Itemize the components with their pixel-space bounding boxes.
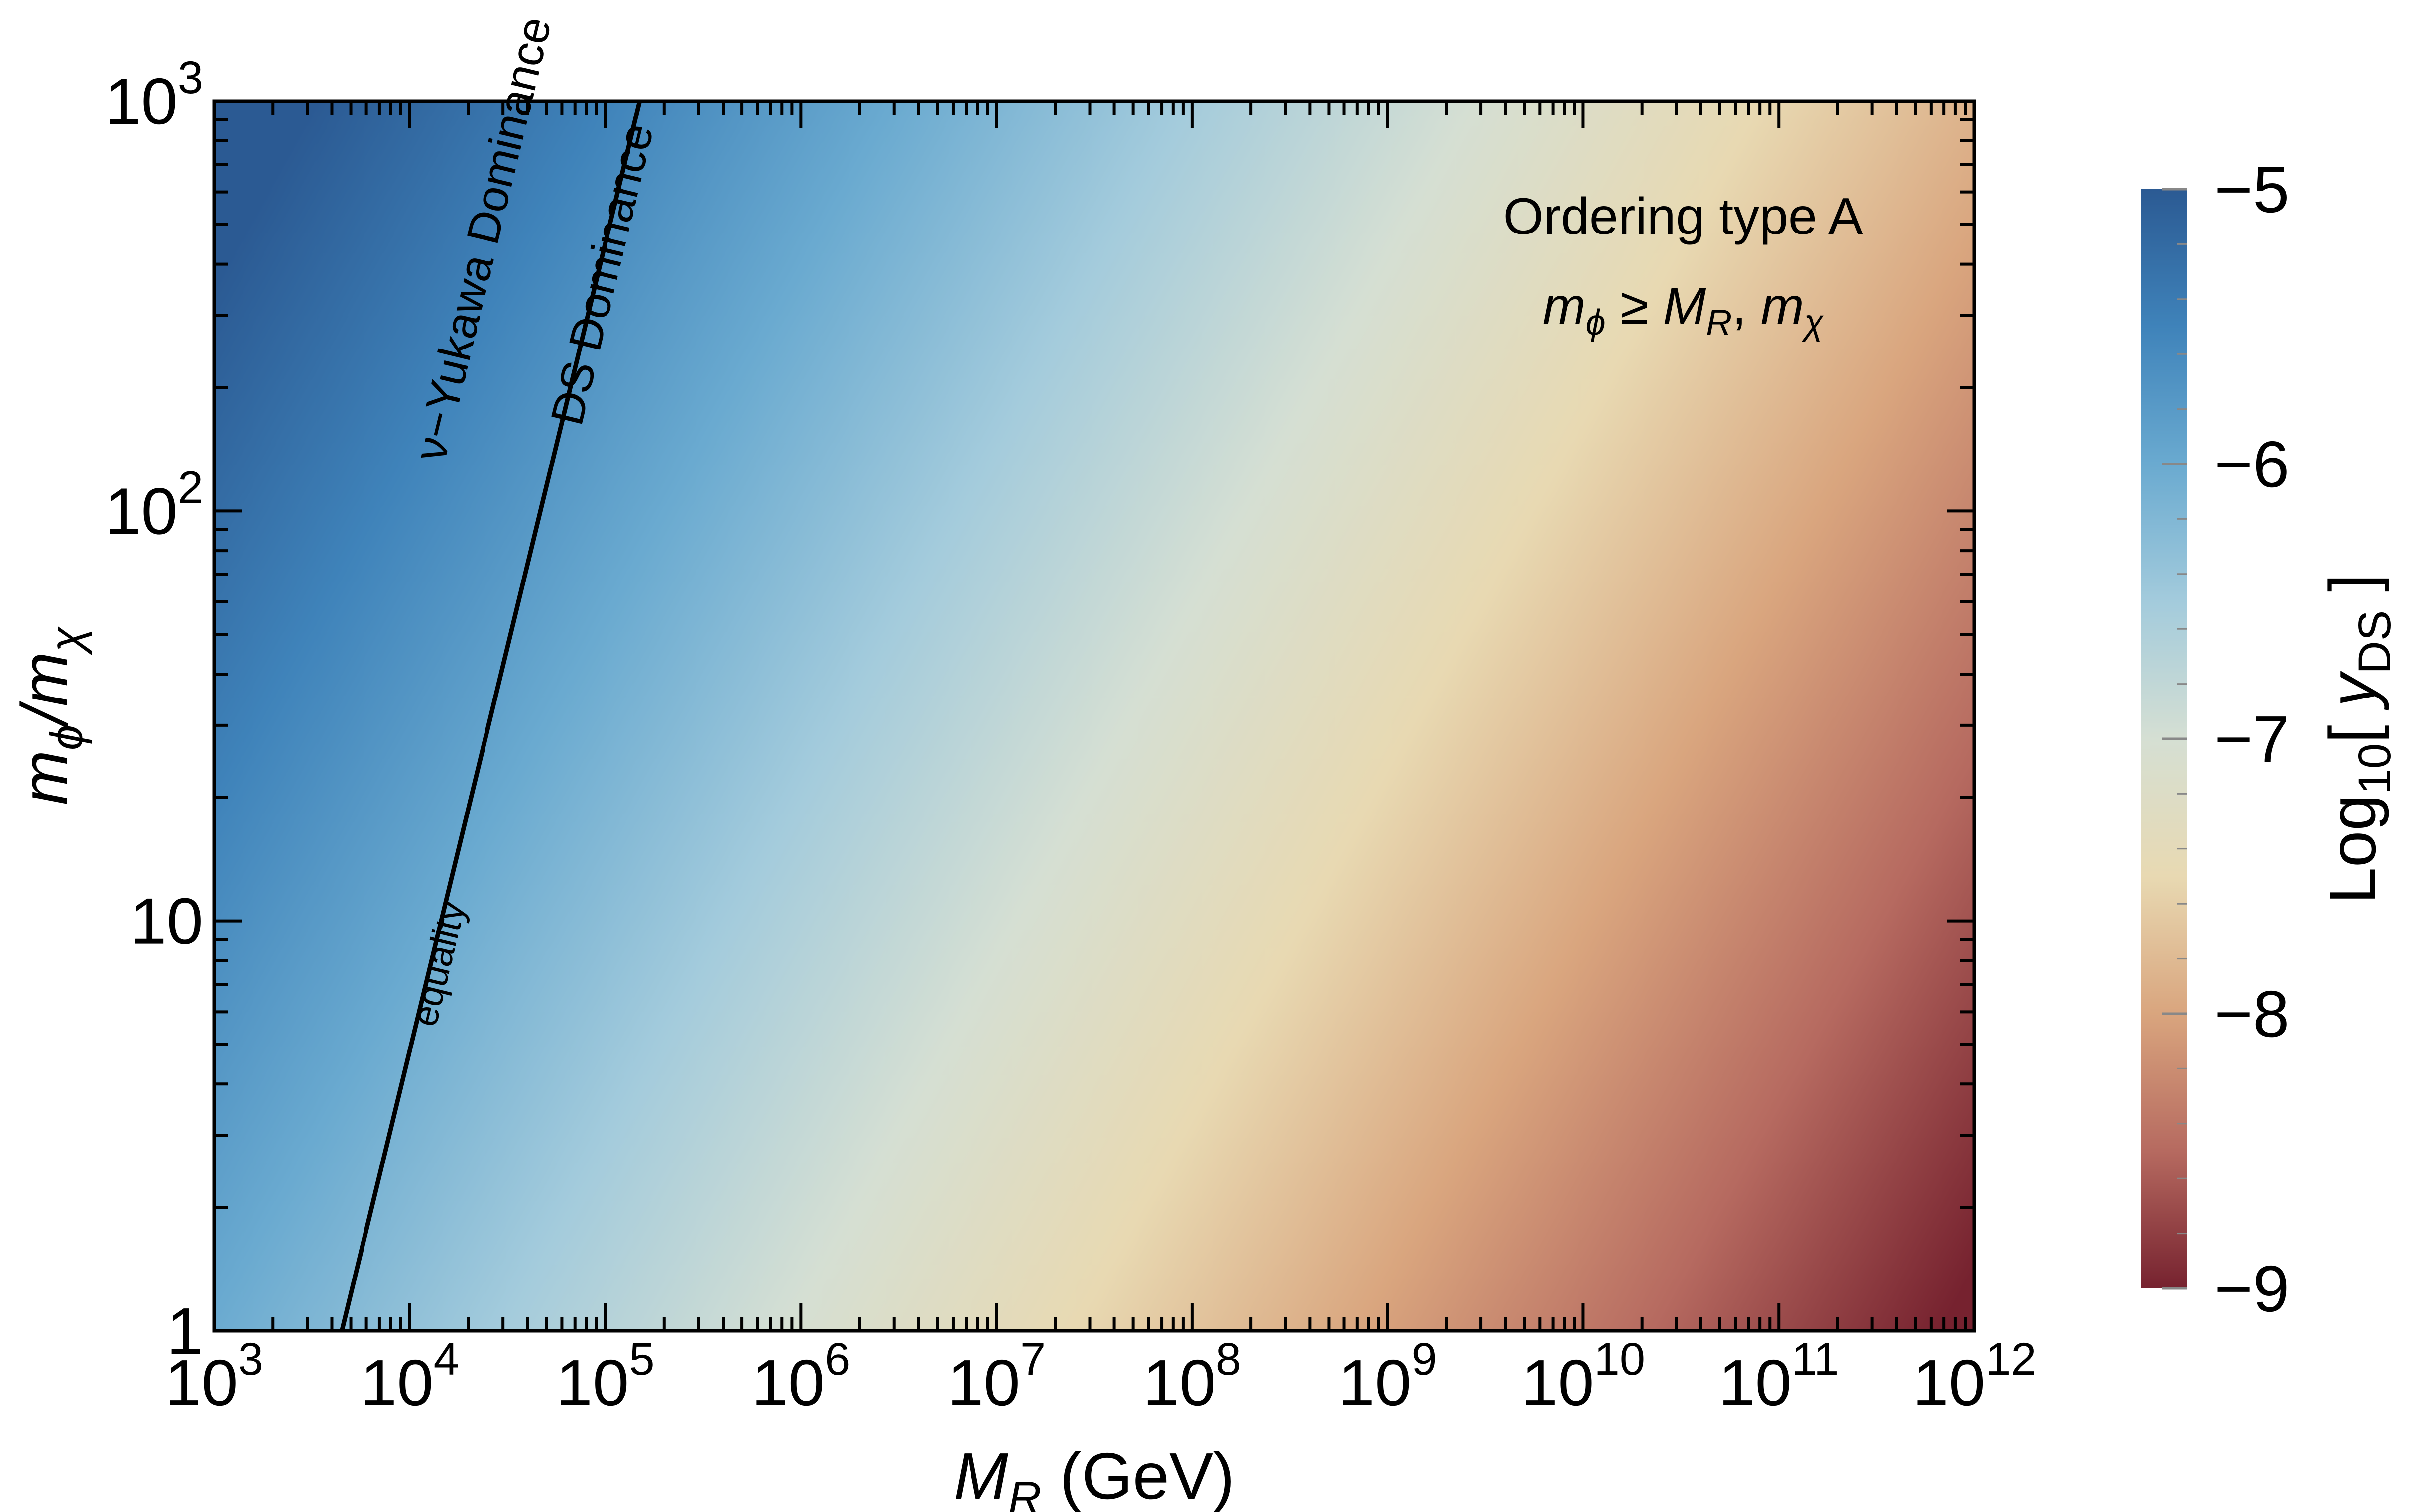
y-tick-label: 102 bbox=[105, 462, 203, 548]
x-tick-exp: 3 bbox=[238, 1334, 263, 1385]
x-tick-label: 1012 bbox=[1912, 1334, 2036, 1419]
ordering-sep: , bbox=[1732, 277, 1761, 335]
y-axis-label: mϕ/mχ bbox=[8, 626, 92, 805]
y-tick-exp: 3 bbox=[178, 52, 203, 103]
y-tick-exp: 2 bbox=[178, 462, 203, 513]
x-tick-label: 109 bbox=[1338, 1334, 1437, 1419]
ordering-m3-sub: χ bbox=[1801, 303, 1824, 343]
cb-label-close: ] bbox=[2316, 574, 2389, 610]
x-tick-label: 104 bbox=[361, 1334, 459, 1419]
x-axis-label: MR (GeV) bbox=[954, 1439, 1235, 1512]
cb-label-open: [ bbox=[2316, 707, 2389, 743]
colorbar-tick-label: −9 bbox=[2214, 1252, 2290, 1325]
x-tick-label: 1010 bbox=[1521, 1334, 1645, 1419]
y-tick-label: 1 bbox=[167, 1294, 203, 1368]
x-tick-base: 10 bbox=[1912, 1346, 1985, 1419]
y-label-num: m bbox=[8, 750, 81, 805]
y-label-num-sub: ϕ bbox=[41, 725, 92, 750]
colorbar-tick-label: −7 bbox=[2214, 702, 2290, 776]
x-tick-exp: 7 bbox=[1020, 1334, 1046, 1385]
y-tick-label: 103 bbox=[105, 52, 203, 138]
x-label-var: M bbox=[954, 1439, 1008, 1512]
x-tick-exp: 12 bbox=[1985, 1334, 2036, 1385]
colorbar-ticks bbox=[2162, 188, 2187, 1290]
ordering-title: Ordering type A bbox=[1503, 188, 1863, 245]
y-tick-base: 10 bbox=[105, 65, 178, 138]
ordering-ge: ≥ bbox=[1606, 277, 1663, 335]
equality-boundary-line bbox=[340, 101, 642, 1331]
x-tick-exp: 5 bbox=[629, 1334, 654, 1385]
x-tick-label: 103 bbox=[165, 1334, 263, 1419]
x-label-sub: R bbox=[1008, 1473, 1041, 1512]
x-tick-exp: 4 bbox=[434, 1334, 459, 1385]
ordering-condition: mϕ ≥ MR, mχ bbox=[1543, 277, 1824, 343]
y-label-den-sub: χ bbox=[41, 626, 92, 655]
colorbar-tick-label: −5 bbox=[2214, 153, 2290, 226]
ordering-m2: M bbox=[1663, 277, 1706, 335]
x-tick-exp: 6 bbox=[825, 1334, 850, 1385]
y-tick-base: 10 bbox=[105, 474, 178, 548]
x-tick-label: 1011 bbox=[1718, 1334, 1839, 1419]
x-tick-label: 107 bbox=[947, 1334, 1046, 1419]
x-tick-base: 10 bbox=[556, 1346, 629, 1419]
x-tick-label: 108 bbox=[1143, 1334, 1241, 1419]
cb-label-pre-sub: 10 bbox=[2349, 743, 2400, 794]
y-tick-label: 10 bbox=[130, 885, 203, 958]
ordering-m3: m bbox=[1761, 277, 1804, 335]
x-tick-base: 10 bbox=[751, 1346, 825, 1419]
cb-label-var-sub: DS bbox=[2349, 610, 2400, 674]
x-tick-base: 10 bbox=[1338, 1346, 1412, 1419]
cb-label-var: y bbox=[2316, 671, 2389, 711]
x-tick-base: 10 bbox=[947, 1346, 1020, 1419]
x-tick-label: 105 bbox=[556, 1334, 655, 1419]
x-tick-base: 10 bbox=[1143, 1346, 1216, 1419]
x-tick-base: 10 bbox=[165, 1346, 238, 1419]
cb-label-pre: Log bbox=[2316, 794, 2389, 904]
y-label-den: m bbox=[8, 652, 81, 706]
x-tick-label: 106 bbox=[751, 1334, 850, 1419]
plot-frame bbox=[212, 99, 1976, 1333]
colorbar-tick-labels: −5 −6 −7 −8 −9 bbox=[2214, 153, 2290, 1325]
x-tick-base: 10 bbox=[1521, 1346, 1594, 1419]
colorbar-tick-label: −8 bbox=[2214, 977, 2290, 1050]
x-tick-base: 10 bbox=[361, 1346, 434, 1419]
x-tick-exp: 11 bbox=[1792, 1334, 1839, 1385]
x-tick-labels: 103 104 105 106 107 108 109 1010 1011 1012 bbox=[165, 1334, 2037, 1419]
y-tick-text: 10 bbox=[130, 885, 203, 958]
y-tick-text: 1 bbox=[167, 1294, 203, 1368]
x-label-unit: (GeV) bbox=[1041, 1439, 1235, 1512]
x-tick-exp: 8 bbox=[1216, 1334, 1241, 1385]
ordering-m1: m bbox=[1543, 277, 1586, 335]
ordering-m1-sub: ϕ bbox=[1586, 303, 1606, 343]
ordering-m2-sub: R bbox=[1706, 303, 1732, 343]
x-tick-base: 10 bbox=[1718, 1346, 1792, 1419]
colorbar-tick-label: −6 bbox=[2214, 428, 2290, 501]
x-tick-exp: 10 bbox=[1594, 1334, 1645, 1385]
x-tick-exp: 9 bbox=[1411, 1334, 1437, 1385]
colorbar-label: Log10[ yDS ] bbox=[2316, 574, 2400, 904]
heatmap-surface bbox=[214, 101, 1974, 1331]
